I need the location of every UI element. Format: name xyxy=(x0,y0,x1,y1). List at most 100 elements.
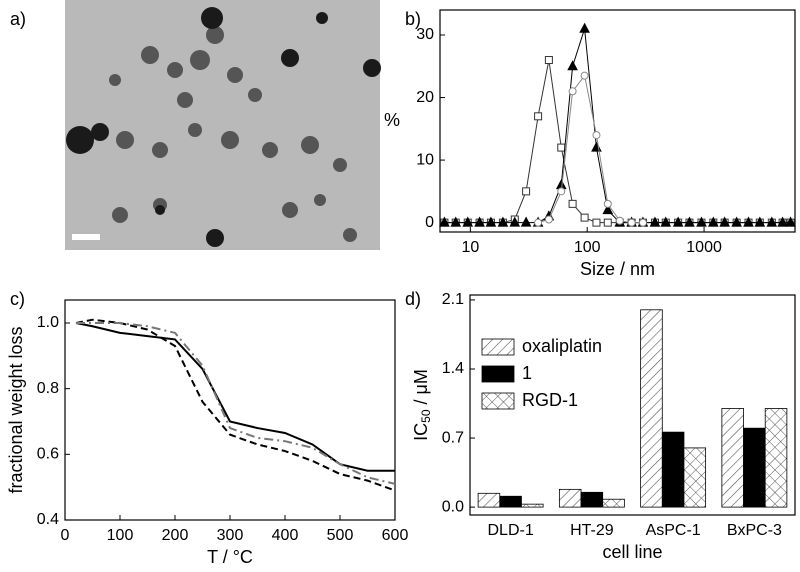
marker xyxy=(660,216,672,227)
bar xyxy=(602,498,625,508)
marker xyxy=(638,218,647,227)
y-tick-label: 0.0 xyxy=(442,498,464,515)
x-tick-label: BxPC-3 xyxy=(727,522,782,539)
plot-frame xyxy=(64,299,396,521)
panel-label: b) xyxy=(405,9,421,29)
y-tick-label: 0.4 xyxy=(37,511,59,528)
marker xyxy=(731,216,742,227)
marker xyxy=(557,143,566,152)
marker xyxy=(497,216,509,227)
marker xyxy=(534,112,543,121)
y-label-sub: 50 xyxy=(419,409,433,423)
marker xyxy=(696,216,707,227)
series-line xyxy=(537,74,643,224)
y-tick-label: 10 xyxy=(416,151,434,168)
y-tick-label: 0.8 xyxy=(37,380,59,397)
marker xyxy=(684,216,695,227)
series-line xyxy=(76,321,396,485)
y-label-unit: / μM xyxy=(411,369,431,409)
marker xyxy=(450,216,462,227)
bar xyxy=(683,447,707,508)
tem-image xyxy=(65,0,381,250)
marker xyxy=(672,216,684,227)
y-axis-label: % xyxy=(384,110,400,130)
y-tick-label: 30 xyxy=(416,26,434,43)
marker xyxy=(567,60,578,71)
marker xyxy=(707,216,719,227)
bar xyxy=(580,491,604,508)
marker xyxy=(592,131,601,140)
bar xyxy=(743,427,766,508)
legend-label: RGD-1 xyxy=(522,390,578,410)
x-tick-label: 100 xyxy=(107,527,134,544)
y-tick-label: 0.6 xyxy=(37,446,59,463)
marker xyxy=(649,216,661,227)
legend-swatch xyxy=(481,338,515,356)
series-line xyxy=(75,318,396,492)
bar xyxy=(640,309,663,508)
series-line xyxy=(75,322,395,472)
marker xyxy=(743,216,754,227)
bar xyxy=(661,431,685,508)
x-tick-label: 100 xyxy=(574,239,601,256)
y-tick-label: 0 xyxy=(425,214,434,231)
y-tick-label: 1.4 xyxy=(442,360,464,377)
x-tick-label: 300 xyxy=(217,527,244,544)
marker xyxy=(568,199,577,208)
marker xyxy=(544,215,553,224)
marker xyxy=(592,218,601,227)
x-axis-label: T / °C xyxy=(207,547,253,567)
marker xyxy=(439,216,450,227)
marker xyxy=(557,187,566,196)
marker xyxy=(603,218,612,227)
series-line xyxy=(444,59,791,224)
marker xyxy=(615,216,624,225)
panel-label: d) xyxy=(405,289,421,309)
marker xyxy=(520,216,532,227)
x-tick-label: 10 xyxy=(461,239,479,256)
marker xyxy=(568,87,577,96)
x-tick-label: 1000 xyxy=(686,239,722,256)
x-tick-label: 400 xyxy=(272,527,299,544)
y-axis-label: fractional weight loss xyxy=(6,326,26,493)
bar xyxy=(558,488,582,508)
panel-label: a) xyxy=(10,9,26,29)
legend-swatch xyxy=(481,365,515,383)
legend-swatch xyxy=(481,392,515,410)
y-axis-label: IC50 / μM xyxy=(411,369,433,441)
x-tick-label: 200 xyxy=(162,527,189,544)
marker xyxy=(602,204,614,215)
marker xyxy=(462,216,474,227)
x-tick-label: HT-29 xyxy=(570,522,614,539)
marker xyxy=(766,216,778,227)
marker xyxy=(785,216,796,227)
marker xyxy=(474,216,485,227)
legend-label: oxaliplatin xyxy=(522,336,602,356)
panel-label: c) xyxy=(10,289,25,309)
y-label-main: IC xyxy=(411,423,431,441)
y-tick-label: 0.7 xyxy=(442,429,464,446)
marker xyxy=(580,71,589,80)
bar xyxy=(521,503,544,508)
plot-frame xyxy=(469,294,796,516)
marker xyxy=(580,213,589,222)
x-tick-label: 500 xyxy=(327,527,354,544)
x-tick-label: 0 xyxy=(61,527,70,544)
marker xyxy=(544,56,553,65)
marker xyxy=(485,216,497,227)
bar xyxy=(721,408,744,508)
marker xyxy=(509,216,521,227)
x-tick-label: 600 xyxy=(382,527,409,544)
x-axis-label: Size / nm xyxy=(580,259,655,279)
series-line xyxy=(444,28,791,224)
bar xyxy=(477,492,501,508)
legend-label: 1 xyxy=(522,363,532,383)
marker xyxy=(754,216,766,227)
x-axis-label: cell line xyxy=(602,542,662,562)
x-tick-label: DLD-1 xyxy=(488,522,534,539)
marker xyxy=(627,218,636,227)
x-tick-label: AsPC-1 xyxy=(646,522,701,539)
marker xyxy=(591,141,602,152)
bar xyxy=(764,408,788,508)
